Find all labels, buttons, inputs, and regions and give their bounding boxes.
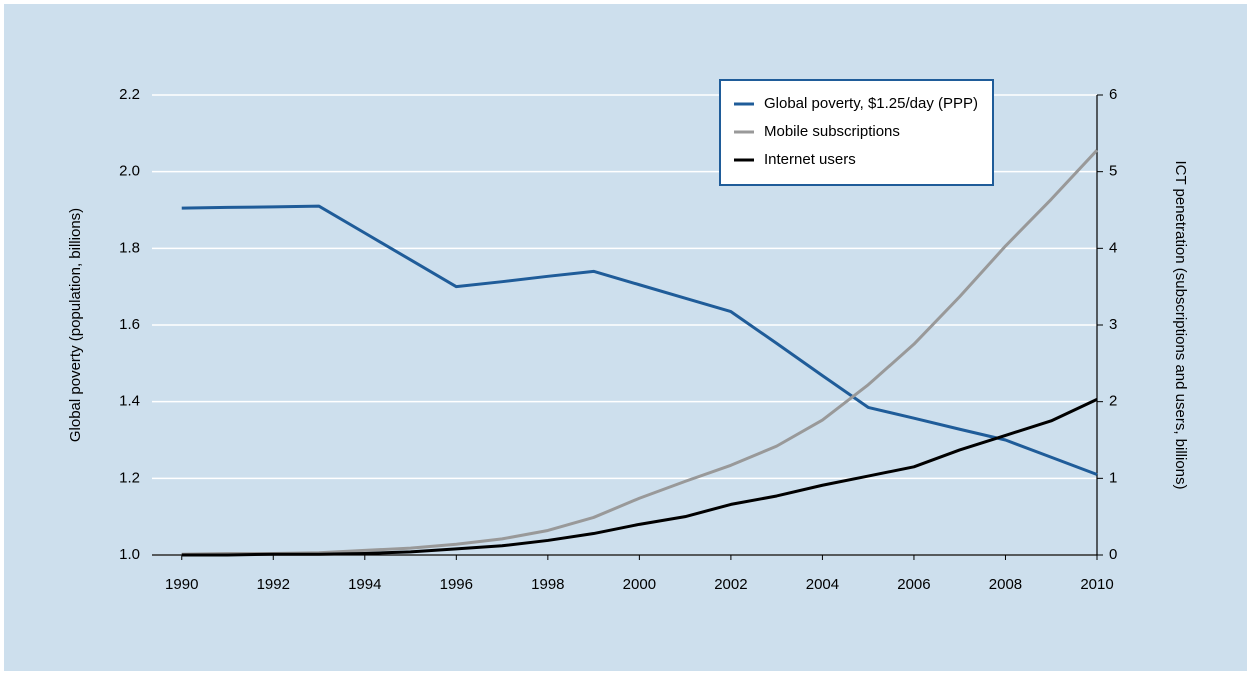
y2-tick-label: 2 bbox=[1109, 393, 1117, 410]
legend-label: Global poverty, $1.25/day (PPP) bbox=[764, 95, 978, 112]
y2-tick-label: 6 bbox=[1109, 86, 1117, 103]
x-tick-label: 2006 bbox=[897, 576, 930, 593]
y-tick-label: 2.2 bbox=[119, 86, 140, 103]
x-tick-label: 1994 bbox=[348, 576, 381, 593]
y-tick-label: 1.8 bbox=[119, 239, 140, 256]
y-tick-label: 2.0 bbox=[119, 163, 140, 180]
x-tick-label: 1990 bbox=[165, 576, 198, 593]
legend-label: Internet users bbox=[764, 151, 856, 168]
x-tick-label: 2010 bbox=[1080, 576, 1113, 593]
y-tick-label: 1.0 bbox=[119, 546, 140, 563]
x-tick-label: 2004 bbox=[806, 576, 839, 593]
series-line bbox=[181, 398, 1098, 557]
y2-axis-label: ICT penetration (subscriptions and users… bbox=[1172, 160, 1189, 489]
background bbox=[4, 4, 1247, 671]
y2-tick-label: 1 bbox=[1109, 469, 1117, 486]
y-tick-label: 1.4 bbox=[119, 393, 140, 410]
series-line bbox=[181, 204, 1098, 476]
y-tick-label: 1.6 bbox=[119, 316, 140, 333]
y2-tick-label: 3 bbox=[1109, 316, 1117, 333]
y2-tick-label: 5 bbox=[1109, 163, 1117, 180]
y-tick-label: 1.2 bbox=[119, 469, 140, 486]
y2-tick-label: 0 bbox=[1109, 546, 1117, 563]
x-tick-label: 2002 bbox=[714, 576, 747, 593]
legend-box bbox=[719, 79, 994, 186]
legend-label: Mobile subscriptions bbox=[764, 123, 900, 140]
y2-tick-label: 4 bbox=[1109, 239, 1117, 256]
series-line bbox=[181, 149, 1099, 556]
x-tick-label: 1996 bbox=[440, 576, 473, 593]
x-tick-label: 1992 bbox=[257, 576, 290, 593]
y-axis-label: Global poverty (population, billions) bbox=[67, 208, 84, 442]
x-tick-label: 2008 bbox=[989, 576, 1022, 593]
x-tick-label: 1998 bbox=[531, 576, 564, 593]
x-tick-label: 2000 bbox=[623, 576, 656, 593]
